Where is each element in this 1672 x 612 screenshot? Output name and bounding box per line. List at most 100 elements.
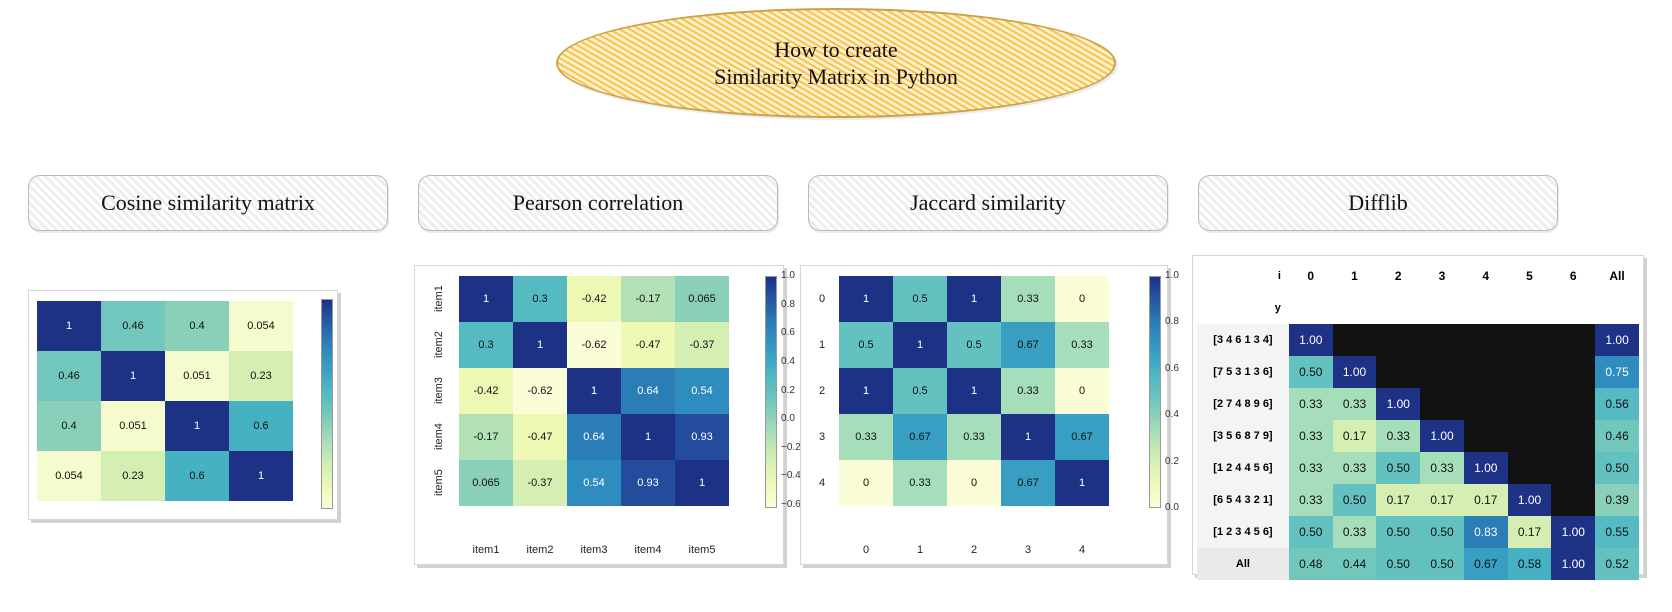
section-label-pearson: Pearson correlation	[418, 175, 778, 231]
heatmap-cell: 0.051	[101, 401, 165, 451]
cosine-heatmap-grid: 10.460.40.0540.4610.0510.230.40.05110.60…	[37, 301, 329, 501]
heatmap-cell: 1	[839, 368, 893, 414]
table-col-header: All	[1595, 260, 1639, 292]
table-cell: 1.00	[1420, 420, 1464, 452]
table-cell: 0.52	[1595, 548, 1639, 580]
axis-label: item5	[675, 540, 729, 560]
heatmap-cell: 0.4	[37, 401, 101, 451]
heatmap-cell: 1	[567, 368, 621, 414]
table-cell	[1464, 420, 1508, 452]
table-cell: 0.50	[1376, 452, 1420, 484]
title-text: How to create Similarity Matrix in Pytho…	[714, 36, 958, 91]
heatmap-cell: -0.37	[675, 322, 729, 368]
table-cell: 1.00	[1508, 484, 1552, 516]
table-cell: 0.17	[1376, 484, 1420, 516]
table-row-header: [7 5 3 1 3 6]	[1197, 356, 1289, 388]
axis-label: item1	[421, 276, 457, 322]
heatmap-cell: 0.93	[621, 460, 675, 506]
table-cell: 0.33	[1420, 452, 1464, 484]
heatmap-cell: -0.37	[513, 460, 567, 506]
heatmap-cell: 0.065	[675, 276, 729, 322]
heatmap-cell: 0.64	[567, 414, 621, 460]
table-corner-i: i	[1197, 260, 1289, 292]
heatmap-cell: 0.67	[893, 414, 947, 460]
colorbar-tick: 1.0	[1165, 270, 1179, 281]
table-row-header: [3 4 6 1 3 4]	[1197, 324, 1289, 356]
table-cell	[1420, 356, 1464, 388]
colorbar-tick: 0.6	[1165, 363, 1179, 374]
heatmap-cell: -0.42	[567, 276, 621, 322]
heatmap-cell: 0	[1055, 368, 1109, 414]
colorbar-tick: −0.2	[781, 442, 801, 453]
title-ellipse: How to create Similarity Matrix in Pytho…	[556, 8, 1116, 118]
table-cell: 0.55	[1595, 516, 1639, 548]
table-corner-y: y	[1197, 292, 1289, 324]
heatmap-cell: 0.64	[621, 368, 675, 414]
heatmap-cell: 0.5	[947, 322, 1001, 368]
table-cell: 0.50	[1376, 548, 1420, 580]
table-cell	[1376, 356, 1420, 388]
axis-label: item4	[621, 540, 675, 560]
axis-label: 2	[947, 540, 1001, 560]
heatmap-cell: 1	[1001, 414, 1055, 460]
table-spacer	[1289, 292, 1333, 324]
table-row: [1 2 3 4 5 6]0.500.330.500.500.830.171.0…	[1197, 516, 1639, 548]
jaccard-heatmap-panel: 01234 10.510.3300.510.50.670.3310.510.33…	[800, 265, 1168, 565]
colorbar-tick: 0.8	[1165, 316, 1179, 327]
heatmap-cell: 0.065	[459, 460, 513, 506]
heatmap-cell: 1	[947, 276, 1001, 322]
cosine-colorbar-bar	[321, 299, 333, 509]
table-row-header: [2 7 4 8 9 6]	[1197, 388, 1289, 420]
table-cell	[1420, 388, 1464, 420]
table-spacer	[1595, 292, 1639, 324]
heatmap-cell: 0.5	[839, 322, 893, 368]
table-cell: 0.33	[1333, 388, 1377, 420]
table-cell	[1551, 420, 1595, 452]
table-col-header: 5	[1508, 260, 1552, 292]
section-label-text: Jaccard similarity	[910, 190, 1066, 216]
table-cell: 0.50	[1595, 452, 1639, 484]
heatmap-cell: 1	[513, 322, 567, 368]
table-cell: 0.50	[1376, 516, 1420, 548]
heatmap-cell: 1	[165, 401, 229, 451]
table-cell	[1508, 356, 1552, 388]
colorbar-tick: 0.2	[1165, 456, 1179, 467]
jaccard-colorbar: 1.00.80.60.40.20.0	[1149, 276, 1161, 508]
cosine-heatmap-panel: 10.460.40.0540.4610.0510.230.40.05110.60…	[28, 290, 338, 520]
axis-label: item2	[421, 322, 457, 368]
table-cell	[1551, 356, 1595, 388]
table-cell	[1551, 484, 1595, 516]
table-spacer	[1464, 292, 1508, 324]
table-cell: 0.33	[1376, 420, 1420, 452]
table-cell	[1464, 324, 1508, 356]
table-spacer	[1333, 292, 1377, 324]
table-spacer	[1376, 292, 1420, 324]
table-cell: 0.44	[1333, 548, 1377, 580]
title-ellipse-bg: How to create Similarity Matrix in Pytho…	[556, 8, 1116, 118]
title-line2: Similarity Matrix in Python	[714, 64, 958, 89]
heatmap-cell: 0.93	[675, 414, 729, 460]
table-row: [2 7 4 8 9 6]0.330.331.000.56	[1197, 388, 1639, 420]
colorbar-tick: 0.8	[781, 299, 795, 310]
heatmap-cell: 0	[839, 460, 893, 506]
table-cell: 0.50	[1420, 516, 1464, 548]
table-cell: 1.00	[1289, 324, 1333, 356]
table-cell: 0.33	[1289, 484, 1333, 516]
colorbar-tick: 1.0	[781, 270, 795, 281]
heatmap-cell: 1	[37, 301, 101, 351]
axis-label: 1	[809, 322, 835, 368]
pearson-heatmap-panel: item1item2item3item4item5 10.3-0.42-0.17…	[414, 265, 784, 565]
table-row-header: [1 2 4 4 5 6]	[1197, 452, 1289, 484]
table-cell	[1508, 324, 1552, 356]
jaccard-colorbar-bar	[1149, 276, 1161, 508]
axis-label: 4	[1055, 540, 1109, 560]
axis-label: item3	[567, 540, 621, 560]
table-spacer	[1420, 292, 1464, 324]
heatmap-cell: 0.67	[1001, 322, 1055, 368]
table-cell: 0.33	[1289, 420, 1333, 452]
table-cell: 0.50	[1289, 356, 1333, 388]
heatmap-cell: 1	[101, 351, 165, 401]
pearson-colorbar-bar	[765, 276, 777, 508]
section-label-cosine: Cosine similarity matrix	[28, 175, 388, 231]
heatmap-cell: 1	[229, 451, 293, 501]
